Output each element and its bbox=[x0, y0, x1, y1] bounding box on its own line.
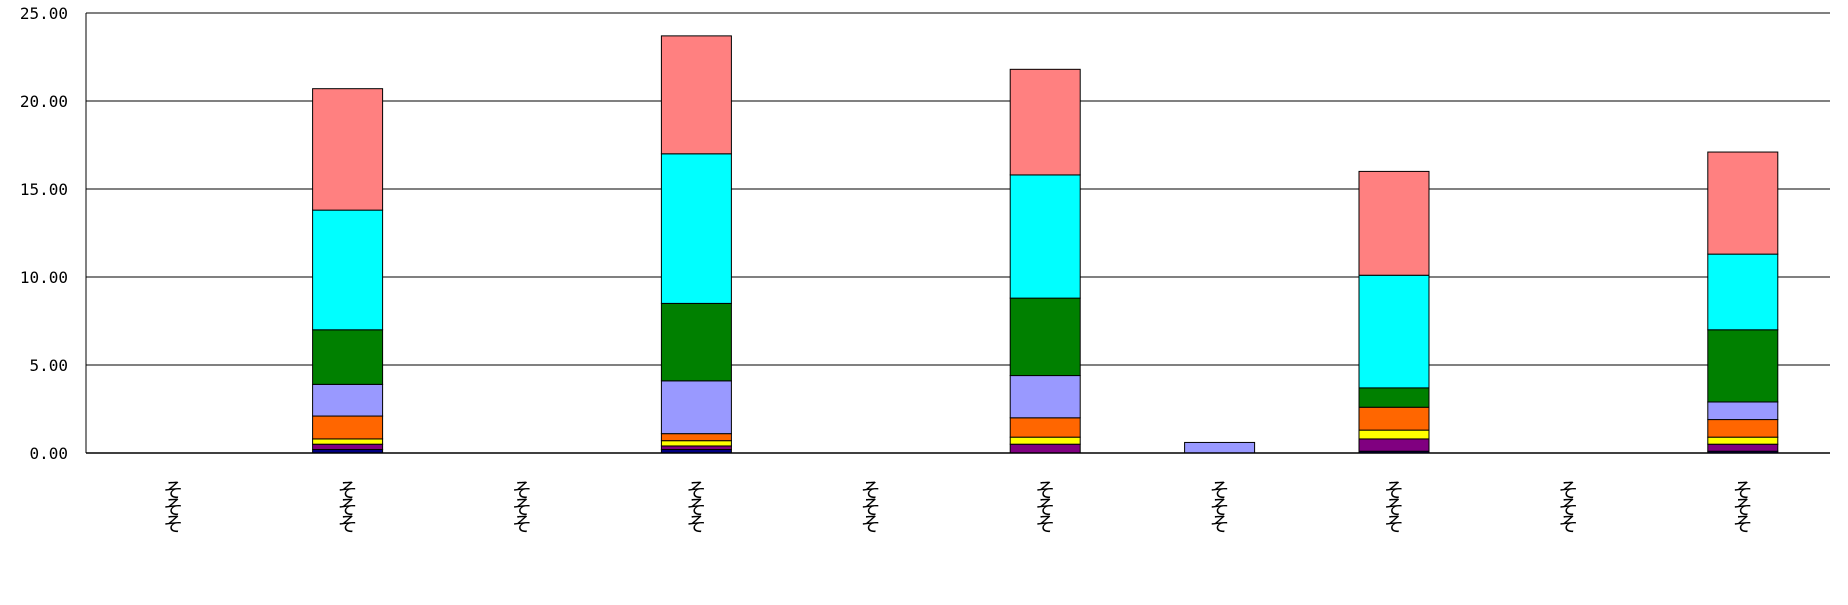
y-tick-label: 10.00 bbox=[20, 268, 68, 287]
x-category-glyph: そ bbox=[1733, 495, 1753, 519]
x-category-glyph: そ bbox=[163, 478, 183, 502]
axes bbox=[85, 13, 1830, 454]
x-category-glyph: そ bbox=[1210, 495, 1230, 519]
x-category-glyph: そ bbox=[861, 512, 881, 536]
x-category-glyph: そ bbox=[1035, 495, 1055, 519]
bar-segment bbox=[1358, 429, 1430, 440]
bar-segment bbox=[660, 302, 732, 382]
bar-segment bbox=[1358, 170, 1430, 276]
x-category-glyph: そ bbox=[512, 495, 532, 519]
x-category-glyph: そ bbox=[1558, 512, 1578, 536]
bar-segment bbox=[1009, 443, 1081, 454]
bar-segment bbox=[1009, 68, 1081, 176]
bar-stacks bbox=[312, 35, 1779, 454]
x-category-glyph: そ bbox=[338, 512, 358, 536]
bar-segment bbox=[312, 383, 384, 417]
x-category-glyph: そ bbox=[686, 512, 706, 536]
x-category-label: そそそ bbox=[1210, 478, 1230, 536]
x-category-glyph: そ bbox=[1384, 478, 1404, 502]
bar-segment bbox=[1707, 401, 1779, 421]
x-category-label: そそそ bbox=[1558, 478, 1578, 536]
x-category-label: そそそ bbox=[861, 478, 881, 536]
bar-segment bbox=[1358, 274, 1430, 389]
x-category-glyph: そ bbox=[512, 478, 532, 502]
x-category-glyph: そ bbox=[1210, 512, 1230, 536]
x-category-label: そそそ bbox=[1733, 478, 1753, 536]
bar-segment bbox=[660, 153, 732, 304]
bar-segment bbox=[312, 415, 384, 440]
bar-segment bbox=[1009, 297, 1081, 377]
bar-segment bbox=[1707, 151, 1779, 255]
y-tick-label: 25.00 bbox=[20, 4, 68, 23]
x-category-glyph: そ bbox=[163, 495, 183, 519]
x-category-label: そそそ bbox=[1035, 478, 1055, 536]
x-category-glyph: そ bbox=[1558, 478, 1578, 502]
bar-segment bbox=[660, 433, 732, 442]
bar-segment bbox=[660, 440, 732, 447]
bar-segment bbox=[1707, 329, 1779, 403]
x-category-glyph: そ bbox=[1035, 478, 1055, 502]
x-category-glyph: そ bbox=[1210, 478, 1230, 502]
x-category-glyph: そ bbox=[163, 512, 183, 536]
bar-segment bbox=[312, 329, 384, 385]
x-category-label: そそそ bbox=[686, 478, 706, 536]
x-category-label: そそそ bbox=[512, 478, 532, 536]
bar-segment bbox=[1358, 387, 1430, 408]
bar-segment bbox=[1009, 174, 1081, 299]
x-category-glyph: そ bbox=[1733, 512, 1753, 536]
x-category-glyph: そ bbox=[861, 495, 881, 519]
bar-segment bbox=[1707, 436, 1779, 445]
bar-segment bbox=[312, 438, 384, 445]
x-category-glyph: そ bbox=[1384, 495, 1404, 519]
x-category-glyph: そ bbox=[1733, 478, 1753, 502]
bar-segment bbox=[1707, 253, 1779, 331]
bar-segment bbox=[1707, 419, 1779, 438]
x-category-glyph: そ bbox=[1384, 512, 1404, 536]
bar-segment bbox=[1358, 406, 1430, 431]
y-axis-tick-labels: 0.00 5.00 10.00 15.00 20.00 25.00 bbox=[20, 4, 68, 463]
bar-segment bbox=[1009, 436, 1081, 445]
x-category-glyph: そ bbox=[686, 478, 706, 502]
y-tick-label: 5.00 bbox=[29, 356, 68, 375]
x-category-glyph: そ bbox=[1035, 512, 1055, 536]
bar-segment bbox=[1358, 438, 1430, 452]
bar-segment bbox=[660, 445, 732, 450]
x-category-label: そそそ bbox=[163, 478, 183, 536]
x-category-glyph: そ bbox=[861, 478, 881, 502]
x-category-label: そそそ bbox=[338, 478, 358, 536]
y-tick-label: 0.00 bbox=[29, 444, 68, 463]
x-category-glyph: そ bbox=[686, 495, 706, 519]
x-category-label: そそそ bbox=[1384, 478, 1404, 536]
bar-segment bbox=[1707, 443, 1779, 452]
x-category-glyph: そ bbox=[1558, 495, 1578, 519]
bar-segment bbox=[312, 443, 384, 450]
bar-segment bbox=[660, 35, 732, 155]
x-category-glyph: そ bbox=[512, 512, 532, 536]
bar-segment bbox=[312, 88, 384, 211]
bar-segment bbox=[1009, 375, 1081, 419]
bar-segment bbox=[1009, 417, 1081, 438]
x-category-glyph: そ bbox=[338, 478, 358, 502]
y-tick-label: 20.00 bbox=[20, 92, 68, 111]
bar-segment bbox=[312, 209, 384, 331]
bar-segment bbox=[1184, 441, 1256, 454]
x-category-glyph: そ bbox=[338, 495, 358, 519]
bar-segment bbox=[660, 380, 732, 435]
y-tick-label: 15.00 bbox=[20, 180, 68, 199]
